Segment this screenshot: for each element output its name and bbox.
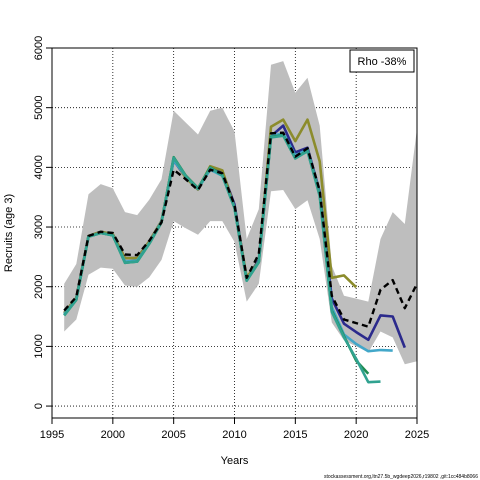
x-axis-label: Years xyxy=(221,455,249,467)
x-tick-label: 1995 xyxy=(40,429,64,441)
y-axis: 0 1000 2000 3000 4000 5000 6000 xyxy=(33,36,53,409)
y-axis-label: Recruits (age 3) xyxy=(3,194,15,272)
x-tick-label: 2015 xyxy=(283,429,307,441)
legend-box xyxy=(349,49,415,73)
x-tick-label: 2000 xyxy=(101,429,125,441)
x-tick-label: 2010 xyxy=(222,429,246,441)
y-tick-label: 5000 xyxy=(33,95,45,119)
y-tick-label: 1000 xyxy=(33,334,45,358)
x-tick-label: 2025 xyxy=(405,429,429,441)
y-tick-label: 6000 xyxy=(33,36,45,60)
y-tick-label: 2000 xyxy=(33,274,45,298)
x-tick-label: 2005 xyxy=(161,429,185,441)
legend-text: Rho -38% xyxy=(358,56,407,68)
y-tick-label: 3000 xyxy=(33,215,45,239)
legend: Rho -38% xyxy=(349,49,415,73)
x-tick-label: 2020 xyxy=(344,429,368,441)
y-tick-label: 0 xyxy=(33,403,45,409)
x-axis: 1995 2000 2005 2010 2015 2020 2025 xyxy=(40,417,429,441)
footer-text: stockassessment.org,ltn27.5b_wgdeep2026,… xyxy=(324,474,478,480)
series-line xyxy=(63,134,381,384)
series-lines xyxy=(63,118,419,384)
y-tick-label: 4000 xyxy=(33,155,45,179)
